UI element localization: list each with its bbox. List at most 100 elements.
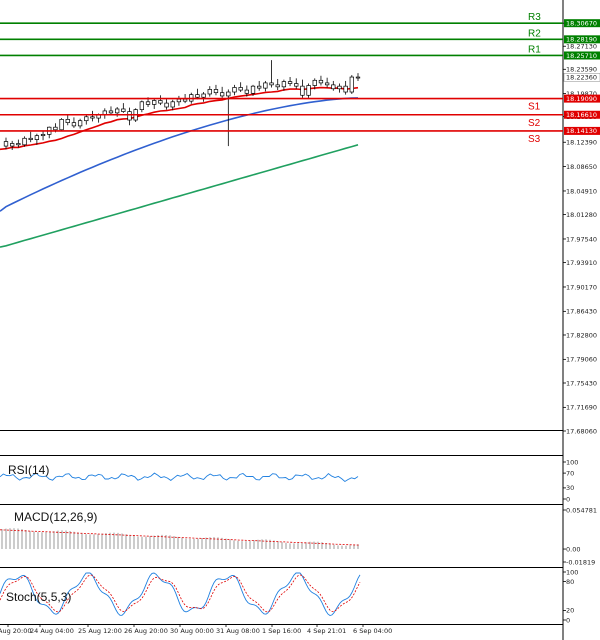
time-tick-label: 26 Aug 20:00: [124, 627, 168, 635]
level-price-tag: [564, 126, 600, 135]
level-name-r1: R1: [528, 44, 541, 55]
rsi-tick-label: 0: [566, 495, 570, 503]
candle-body: [65, 119, 70, 123]
candle-body: [53, 126, 58, 131]
candle-body: [16, 143, 21, 146]
candle-body: [40, 134, 46, 137]
time-tick-label: 30 Aug 00:00: [170, 627, 214, 635]
candle-body: [195, 94, 200, 98]
candle-body: [77, 120, 83, 127]
candle-body: [207, 89, 212, 95]
stoch-d-line: [0, 574, 361, 613]
candle-body: [238, 87, 243, 91]
candle-body: [152, 100, 157, 105]
macd-tick-label: 0.00: [566, 545, 580, 553]
price-tick-label: 17.68060: [566, 427, 597, 435]
level-price-label: 18.28190: [566, 36, 597, 44]
price-tick-label: 17.97540: [566, 235, 597, 243]
price-tick-label: 17.82800: [566, 331, 597, 339]
level-price-label: 18.30670: [566, 19, 597, 27]
time-tick-label: 31 Aug 08:00: [216, 627, 260, 635]
rsi-tick-label: 30: [566, 484, 574, 492]
candle-body: [108, 110, 114, 114]
rsi-panel-label: RSI(14): [8, 463, 49, 477]
candle-body: [115, 108, 120, 114]
candle-body: [318, 79, 324, 84]
level-name-r2: R2: [528, 28, 541, 39]
candle-body: [312, 79, 317, 86]
stoch-panel-label: Stoch(5,5,3): [6, 590, 71, 604]
candle-body: [164, 102, 169, 108]
candle-body: [139, 101, 145, 110]
time-tick-label: 1 Sep 16:00: [262, 627, 301, 635]
candle-body: [28, 137, 33, 140]
moving-average-mid: [0, 97, 359, 212]
current-price-label: 18.22360: [566, 74, 597, 82]
level-name-s3: S3: [528, 134, 541, 145]
candle-body: [182, 98, 188, 102]
current-price-tag: [563, 73, 600, 82]
candle-body: [71, 122, 77, 127]
macd-panel-label: MACD(12,26,9): [14, 510, 97, 524]
time-tick-label: Aug 20:00: [0, 627, 32, 635]
level-price-label: 18.14130: [566, 127, 597, 135]
level-price-label: 18.16610: [566, 111, 597, 119]
candle-body: [145, 101, 151, 105]
candle-body: [3, 141, 9, 147]
stoch-k-line: [0, 572, 361, 616]
level-price-label: 18.25710: [566, 52, 597, 60]
level-price-tag: [564, 110, 600, 119]
level-name-r3: R3: [528, 12, 541, 23]
level-price-tag: [564, 35, 600, 44]
candle-body: [176, 98, 182, 103]
stoch-tick-label: 0: [566, 616, 570, 624]
candle-body: [257, 85, 262, 89]
stoch-tick-label: 100: [566, 568, 578, 576]
stoch-tick-label: 20: [566, 607, 574, 615]
price-tick-label: 18.23590: [566, 66, 597, 74]
price-tick-label: 17.79060: [566, 356, 597, 364]
moving-average-slow: [0, 144, 359, 248]
candle-body: [300, 85, 305, 96]
moving-average-fast: [0, 86, 359, 151]
rsi-line: [0, 472, 359, 483]
price-tick-label: 17.93910: [566, 259, 597, 267]
candle-body: [84, 116, 89, 122]
level-name-s2: S2: [528, 118, 541, 129]
candle-body: [10, 143, 15, 147]
rsi-tick-label: 70: [566, 469, 574, 477]
candle-body: [170, 101, 175, 108]
price-tick-label: 18.12390: [566, 139, 597, 147]
time-tick-label: 25 Aug 12:00: [78, 627, 122, 635]
candle-body: [269, 82, 274, 86]
stoch-tick-label: 80: [566, 578, 574, 586]
candle-body: [250, 85, 256, 94]
macd-signal-line: [0, 529, 361, 546]
time-tick-label: 6 Sep 04:00: [353, 627, 392, 635]
candle-body: [263, 82, 268, 89]
macd-tick-label: 0.054781: [566, 506, 597, 514]
candle-body: [324, 82, 330, 86]
price-tick-label: 17.75430: [566, 379, 597, 387]
level-price-tag: [564, 19, 600, 28]
candle-body: [22, 137, 27, 146]
time-tick-label: 4 Sep 21:01: [307, 627, 346, 635]
macd-tick-label: -0.01819: [566, 558, 595, 566]
candle-body: [294, 83, 299, 87]
candle-body: [34, 135, 40, 140]
candle-body: [281, 81, 287, 88]
candle-body: [158, 100, 163, 104]
candle-body: [232, 87, 237, 93]
candle-body: [90, 116, 95, 119]
candle-body: [306, 85, 311, 96]
price-tick-label: 18.27130: [566, 43, 597, 51]
price-tick-label: 17.86430: [566, 308, 597, 316]
candle-body: [219, 92, 225, 97]
price-tick-label: 18.04910: [566, 187, 597, 195]
candle-body: [121, 108, 126, 112]
candle-body: [331, 84, 336, 90]
price-tick-label: 17.71690: [566, 404, 597, 412]
candle-body: [127, 111, 132, 121]
time-tick-label: 24 Aug 04:00: [30, 627, 74, 635]
